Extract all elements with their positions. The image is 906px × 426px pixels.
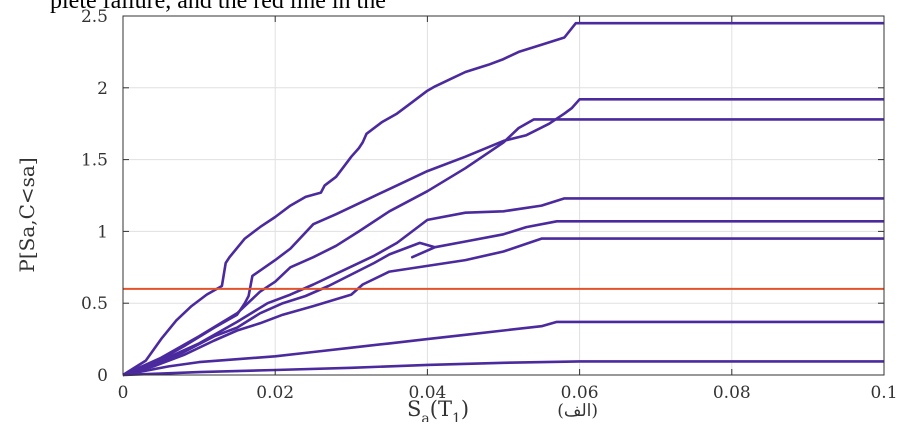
axes: 0 0.02 0.04 0.06 0.08 0.1 0 0.5 1 1.5 2 2.5 (81, 7, 898, 403)
series-line-5 (122, 220, 884, 377)
x-tick-label: 0.02 (256, 383, 294, 403)
x-tick-label: 0.1 (870, 383, 897, 403)
x-tick-label: 0.08 (713, 383, 751, 403)
x-axis-label-sub-1: 1 (452, 411, 461, 422)
grid (123, 16, 884, 375)
y-tick-label: 2.5 (81, 7, 108, 27)
series-line-8 (122, 360, 884, 377)
y-tick-label: 1.5 (81, 151, 108, 171)
series-group (122, 21, 884, 377)
y-axis-label: P[Sa,C<sa] (15, 157, 39, 272)
labels: P[Sa,C<sa] Sa(T1) (الف) (15, 157, 598, 426)
x-tick-label: 0.06 (561, 383, 599, 403)
series-line-7 (122, 320, 884, 377)
y-tick-label: 1 (97, 222, 108, 242)
x-axis-label: Sa(T1) (407, 397, 469, 422)
x-tick-label: 0 (118, 383, 129, 403)
x-tick-label: 0.04 (408, 383, 446, 403)
x-axis-label-paren: (T (430, 397, 452, 421)
x-axis-label-main: S (407, 397, 421, 421)
y-tick-label: 0.5 (81, 294, 108, 314)
y-tick-label: 2 (97, 79, 108, 99)
x-axis-label-sub-a: a (421, 411, 429, 422)
series-line-4 (122, 197, 884, 377)
caption-fragment: plete failure, and the red line in the (50, 0, 386, 14)
x-axis-label-arabic: (الف) (557, 401, 598, 421)
series-line-1 (122, 21, 884, 377)
plot-frame (122, 15, 885, 376)
series-line-6 (122, 237, 884, 377)
series-line-3 (122, 118, 884, 377)
y-tick-label: 0 (97, 366, 108, 386)
x-axis-label-close: ) (461, 397, 469, 421)
